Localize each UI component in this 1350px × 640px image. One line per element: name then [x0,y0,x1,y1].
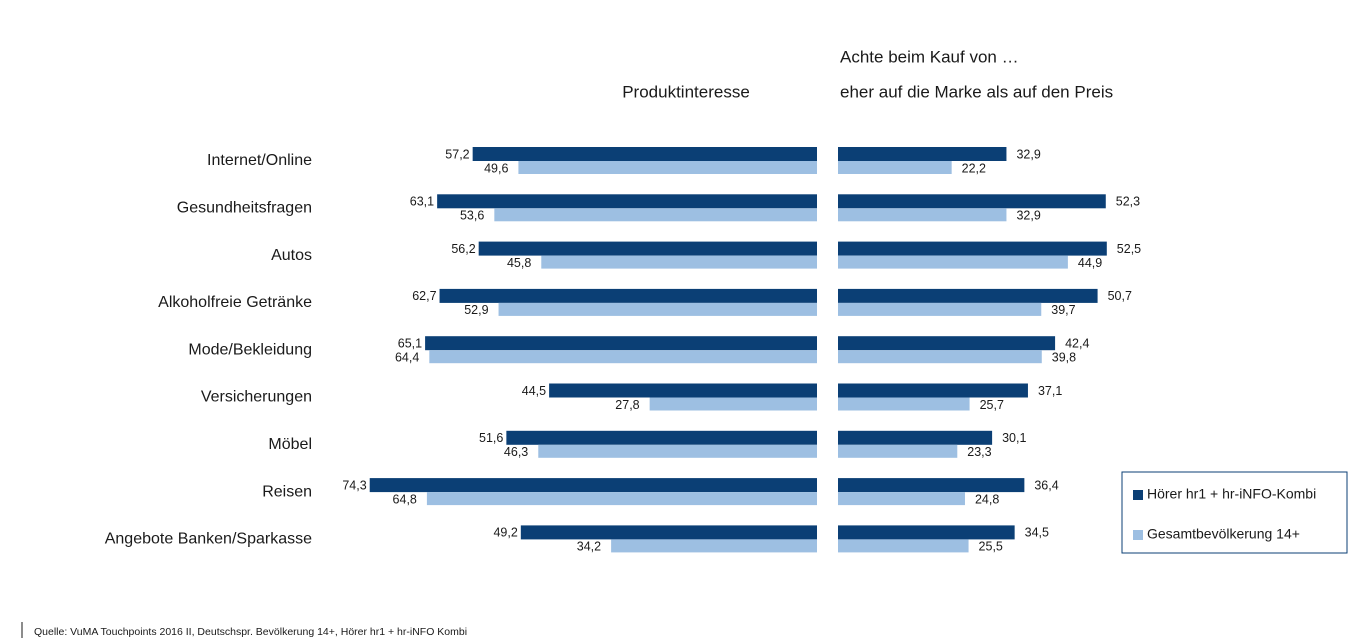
category-label: Gesundheitsfragen [177,200,312,217]
value-label: 65,1 [398,336,422,350]
category-label: Versicherungen [201,389,312,406]
value-label: 32,9 [1016,147,1040,161]
value-label: 74,3 [342,478,366,492]
bar [472,147,817,161]
value-label: 64,4 [395,350,419,364]
bar [478,241,817,256]
value-label: 63,1 [410,195,434,209]
value-label: 39,8 [1052,350,1076,364]
source: Quelle: VuMA Touchpoints 2016 II, Deutsc… [34,626,467,638]
value-label: 52,5 [1117,242,1141,256]
bar [838,208,1007,222]
bar [838,302,1042,316]
bar [538,444,817,458]
value-label: 64,8 [393,492,417,506]
value-label: 56,2 [451,242,475,256]
category-label: Alkoholfreie Getränke [158,294,312,311]
legend-box [1121,471,1348,554]
bar [611,539,817,553]
value-label: 52,3 [1116,195,1140,209]
bar [520,525,817,540]
value-label: 39,7 [1051,303,1075,317]
bar [437,194,817,209]
category-label: Angebote Banken/Sparkasse [105,531,312,548]
left-title: Produktinteresse [622,82,750,101]
value-label: 25,5 [979,540,1003,554]
value-label: 44,5 [522,384,546,398]
bar [838,383,1028,398]
bar [429,350,817,364]
category-label: Reisen [262,483,312,500]
bar [838,241,1107,256]
bar [498,302,817,316]
bar [838,492,965,506]
category-label: Möbel [268,436,312,453]
legend-swatch [1133,490,1143,500]
bar [838,444,958,458]
value-label: 51,6 [479,431,503,445]
value-label: 52,9 [464,303,488,317]
bar [838,161,952,174]
value-label: 45,8 [507,256,531,270]
value-label: 42,4 [1065,336,1089,350]
value-label: 49,2 [493,526,517,540]
bar [838,430,993,445]
value-label: 62,7 [412,289,436,303]
value-label: 57,2 [445,147,469,161]
legend-label: Hörer hr1 + hr-iNFO-Kombi [1147,486,1316,502]
legend-label: Gesamtbevölkerung 14+ [1147,526,1300,542]
legend-swatch [1133,530,1143,540]
bar [838,397,970,411]
bar [541,255,817,269]
value-label: 32,9 [1016,209,1040,223]
right-subtitle: eher auf die Marke als auf den Preis [840,82,1113,101]
bar [838,478,1025,493]
bar [369,478,817,493]
bar [838,336,1056,351]
value-label: 50,7 [1108,289,1132,303]
value-label: 27,8 [615,398,639,412]
value-label: 37,1 [1038,384,1062,398]
value-label: 34,5 [1025,526,1049,540]
value-label: 34,2 [577,540,601,554]
bar [494,208,817,222]
bar [425,336,817,351]
value-label: 30,1 [1002,431,1026,445]
bar [838,255,1068,269]
category-label: Internet/Online [207,152,312,169]
bar [549,383,817,398]
bar [838,288,1098,303]
bar [426,492,817,506]
value-label: 46,3 [504,445,528,459]
right-title: Achte beim Kauf von … [840,47,1019,66]
category-label: Autos [271,247,312,264]
bar [649,397,817,411]
value-label: 36,4 [1034,478,1058,492]
bar [439,288,817,303]
bar [838,147,1007,161]
value-label: 24,8 [975,492,999,506]
bar [838,525,1015,540]
bar [838,350,1042,364]
bar [506,430,817,445]
bar [838,194,1106,209]
bar [838,539,969,553]
category-label: Mode/Bekleidung [188,341,312,358]
bar [518,161,817,174]
value-label: 23,3 [967,445,991,459]
value-label: 49,6 [484,161,508,175]
value-label: 22,2 [962,161,986,175]
value-label: 44,9 [1078,256,1102,270]
value-label: 25,7 [980,398,1004,412]
value-label: 53,6 [460,209,484,223]
